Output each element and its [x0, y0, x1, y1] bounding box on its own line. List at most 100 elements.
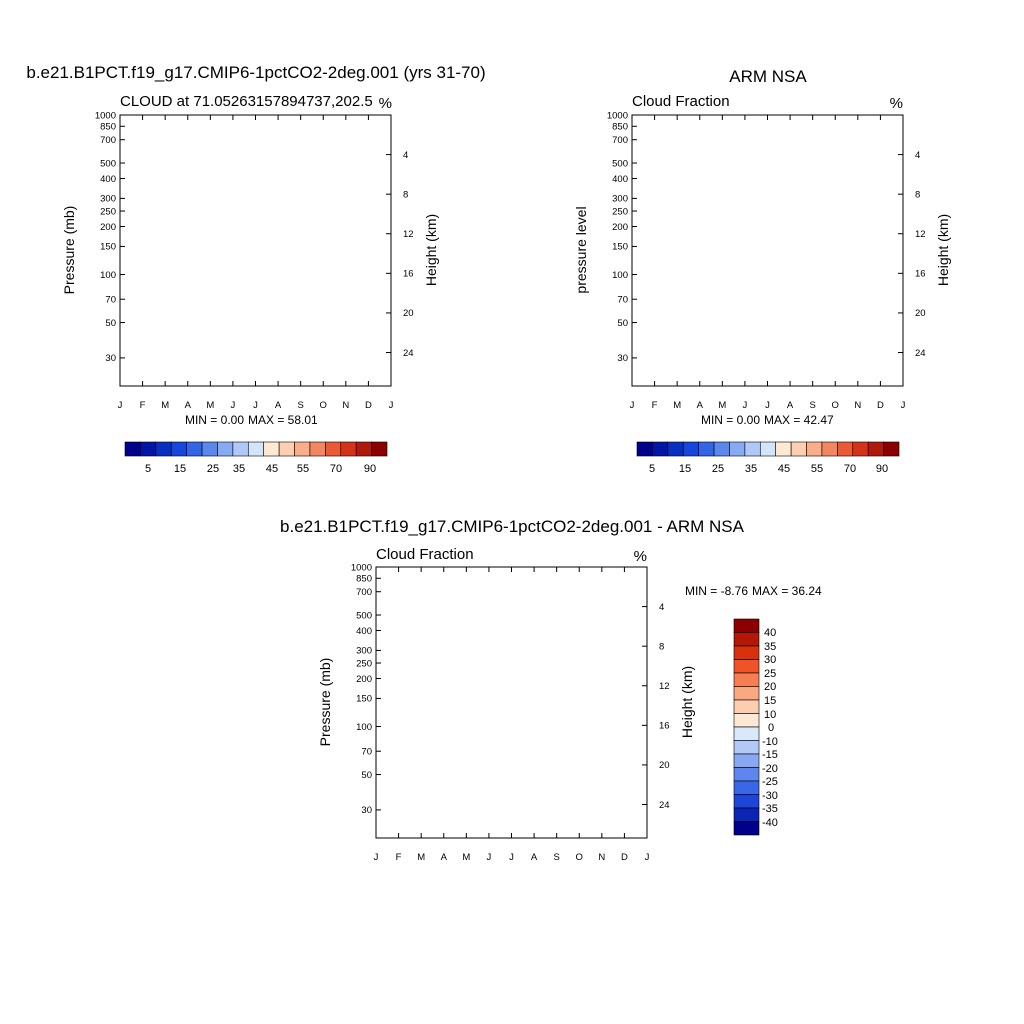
model-colorbar-box: [325, 441, 342, 457]
diff-ytick-label: 1000: [351, 562, 372, 573]
model-colorbar-box: [201, 441, 218, 457]
model-colorbar-label: 5: [145, 463, 151, 475]
diff-height-tick-label: 24: [659, 800, 670, 811]
model-ytick-label: 100: [100, 270, 116, 281]
model-xtick-label: A: [275, 400, 282, 411]
obs-colorbar-box: [682, 441, 699, 457]
obs-ytick-label: 30: [617, 353, 628, 364]
model-ytick-label: 300: [100, 194, 116, 205]
diff-colorbar-label: -20: [762, 763, 778, 775]
obs-subtitle-left: Cloud Fraction: [632, 93, 730, 110]
diff-ytick-label: 30: [361, 805, 372, 816]
obs-colorbar-box: [806, 441, 823, 457]
model-xtick-label: A: [185, 400, 192, 411]
diff-colorbar-box: [733, 659, 760, 674]
obs-colorbar-box: [744, 441, 761, 457]
obs-xtick-label: J: [765, 400, 770, 411]
model-colorbar-box: [340, 441, 357, 457]
model-colorbar-label: 35: [233, 463, 245, 475]
obs-colorbar-box: [821, 441, 838, 457]
obs-colorbar-box: [713, 441, 730, 457]
model-ytick-label: 500: [100, 158, 116, 169]
model-xtick-label: N: [342, 400, 349, 411]
diff-title: b.e21.B1PCT.f19_g17.CMIP6-1pctCO2-2deg.0…: [280, 517, 745, 536]
obs-ytick-label: 200: [612, 222, 628, 233]
model-colorbar-box: [155, 441, 172, 457]
obs-colorbar-box: [852, 441, 869, 457]
diff-colorbar-box: [733, 699, 760, 714]
obs-colorbar-label: 25: [712, 463, 724, 475]
model-colorbar-box: [217, 441, 234, 457]
model-colorbar-box: [309, 441, 326, 457]
diff-ylabel: Pressure (mb): [317, 658, 333, 747]
obs-colorbar-box: [729, 441, 746, 457]
diff-ytick-label: 100: [356, 722, 372, 733]
model-colorbar-label: 70: [330, 463, 342, 475]
model-xtick-label: J: [118, 400, 123, 411]
model-colorbar-box: [247, 441, 264, 457]
diff-xtick-label: S: [553, 852, 559, 863]
obs-min-label: MIN = 0.00: [701, 413, 760, 427]
obs-xtick-label: A: [787, 400, 794, 411]
diff-xtick-label: M: [462, 852, 470, 863]
diff-xtick-label: O: [576, 852, 583, 863]
obs-ytick-label: 850: [612, 122, 628, 133]
diff-xtick-label: J: [487, 852, 492, 863]
obs-colorbar-labels: 5 15 25 35 45 55 70 90: [649, 463, 888, 475]
diff-colorbar-box: [733, 794, 760, 809]
obs-ytick-label: 250: [612, 206, 628, 217]
diff-height-tick-label: 8: [659, 641, 664, 652]
model-colorbar: [124, 441, 388, 457]
model-ylabel-right: Height (km): [423, 214, 439, 286]
obs-ytick-label: 300: [612, 194, 628, 205]
obs-xtick-label: J: [630, 400, 635, 411]
model-colorbar-box: [371, 441, 388, 457]
diff-colorbar-box: [733, 821, 760, 836]
diff-colorbar-labels: 40 35 30 25 20 15 10 0 -10 -15 -20 -25 -…: [762, 627, 778, 829]
diff-colorbar-label: 0: [768, 722, 774, 734]
obs-height-tick-label: 8: [915, 189, 920, 200]
obs-colorbar-label: 90: [876, 463, 888, 475]
diff-colorbar-label: 15: [764, 695, 776, 707]
diff-ylabel-right: Height (km): [679, 666, 695, 738]
obs-ylabel-right: Height (km): [935, 214, 951, 286]
diff-xtick-label: J: [374, 852, 379, 863]
model-xtick-label: F: [140, 400, 146, 411]
diff-colorbar-label: -40: [762, 817, 778, 829]
model-colorbar-label: 15: [174, 463, 186, 475]
diff-min-label: MIN = -8.76: [685, 584, 748, 598]
model-colorbar-box: [294, 441, 311, 457]
model-height-tick-label: 8: [403, 189, 408, 200]
model-ytick-label: 1000: [95, 110, 116, 121]
diff-colorbar-label: -25: [762, 776, 778, 788]
model-xtick-label: J: [253, 400, 258, 411]
obs-xtick-label: F: [652, 400, 658, 411]
panel-model: b.e21.B1PCT.f19_g17.CMIP6-1pctCO2-2deg.0…: [26, 63, 485, 475]
obs-colorbar-box: [759, 441, 776, 457]
model-height-tick-label: 12: [403, 229, 414, 240]
diff-max-label: MAX = 36.24: [752, 584, 822, 598]
obs-colorbar-box: [667, 441, 684, 457]
obs-title: ARM NSA: [729, 67, 807, 86]
model-colorbar-box: [124, 441, 141, 457]
diff-colorbar-box: [733, 807, 760, 822]
diff-ytick-label: 850: [356, 574, 372, 585]
obs-colorbar-label: 5: [649, 463, 655, 475]
diff-xtick-label: J: [509, 852, 514, 863]
diff-ytick-label: 250: [356, 658, 372, 669]
diff-colorbar-label: -35: [762, 803, 778, 815]
obs-colorbar-label: 15: [679, 463, 691, 475]
obs-subtitle-right: %: [890, 95, 903, 112]
model-colorbar-label: 90: [364, 463, 376, 475]
obs-height-tick-label: 12: [915, 229, 926, 240]
diff-colorbar-box: [733, 753, 760, 768]
diff-xtick-label: M: [417, 852, 425, 863]
obs-ytick-label: 70: [617, 295, 628, 306]
diff-ytick-label: 200: [356, 674, 372, 685]
diff-colorbar-label: 30: [764, 654, 776, 666]
diff-colorbar-label: -10: [762, 736, 778, 748]
model-max-label: MAX = 58.01: [248, 413, 318, 427]
obs-colorbar: [636, 441, 900, 457]
